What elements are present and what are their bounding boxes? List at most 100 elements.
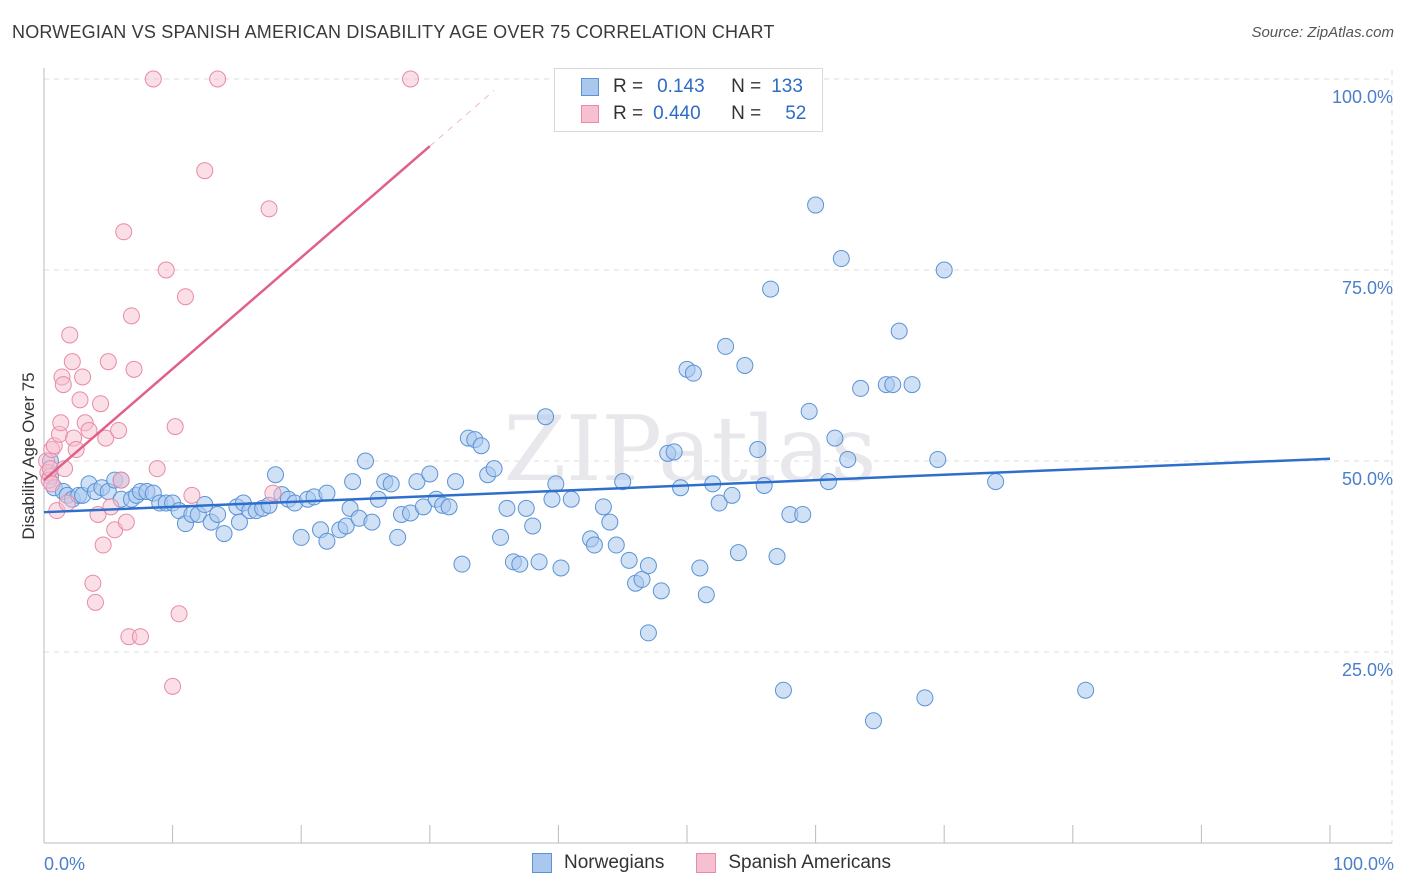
norwegian-point [774, 681, 792, 699]
norwegian-point [614, 473, 632, 491]
legend-label-norwegians: Norwegians [564, 852, 665, 873]
norwegian-point [852, 379, 870, 397]
spanish-point [183, 486, 201, 504]
spanish-point [97, 429, 115, 447]
spanish-point [94, 536, 112, 554]
norwegian-point [382, 475, 400, 493]
norwegian-point [684, 364, 702, 382]
legend-n-value: 52 [785, 103, 807, 124]
spanish-trend-extension [429, 90, 495, 147]
legend-item-norwegians[interactable]: Norwegians [532, 852, 664, 874]
norwegian-point [916, 689, 934, 707]
norwegian-point [389, 528, 407, 546]
norwegian-point [552, 559, 570, 577]
legend-r-value: 0.440 [653, 103, 701, 124]
norwegian-point [530, 553, 548, 571]
norwegian-point [209, 505, 227, 523]
legend-swatch-spanish [581, 105, 599, 123]
y-axis-label: Disability Age Over 75 [19, 372, 38, 539]
norwegian-point [472, 437, 490, 455]
spanish-point [209, 70, 227, 88]
norwegian-point [498, 499, 516, 517]
norwegian-point [935, 261, 953, 279]
norwegian-point [607, 536, 625, 554]
norwegian-point [826, 429, 844, 447]
norwegian-point [736, 357, 754, 374]
norwegian-point [485, 460, 503, 478]
spanish-point [63, 353, 81, 371]
legend-swatch-spanish [696, 853, 717, 873]
spanish-trend-line [43, 145, 431, 482]
spanish-point [115, 223, 133, 241]
chart-title: NORWEGIAN VS SPANISH AMERICAN DISABILITY… [12, 22, 775, 42]
spanish-point [196, 162, 214, 180]
norwegian-point [511, 555, 529, 573]
norwegian-point [537, 408, 555, 426]
spanish-point [92, 395, 110, 413]
norwegian-point [832, 250, 850, 268]
spanish-point [61, 326, 79, 344]
norwegian-point [337, 517, 355, 535]
norwegian-point [723, 486, 741, 504]
norwegian-point [819, 473, 837, 491]
spanish-point [54, 376, 72, 394]
norwegian-point [363, 513, 381, 531]
norwegian-point [884, 376, 902, 394]
legend-label-spanish: Spanish Americans [728, 852, 891, 873]
norwegian-point [585, 536, 603, 554]
norwegian-point [762, 280, 780, 298]
spanish-point [157, 261, 175, 279]
x-tick-label-max: 100.0% [1333, 854, 1394, 874]
norwegian-point [768, 548, 786, 565]
spanish-point [67, 441, 85, 459]
spanish-point [99, 353, 117, 371]
spanish-point [80, 421, 98, 439]
norwegian-point [672, 479, 690, 497]
norwegian-point [447, 473, 465, 491]
norwegian-point [691, 559, 709, 577]
norwegian-point [697, 586, 715, 604]
legend-swatch-norwegians [581, 78, 599, 96]
norwegian-point [601, 513, 619, 531]
stats-legend: R = 0.143 N = 133 R = 0.440 N = 52 [554, 68, 823, 132]
norwegian-point [594, 498, 612, 516]
norwegian-point [408, 473, 426, 491]
norwegian-point [620, 551, 638, 569]
spanish-point [144, 70, 162, 88]
norwegian-point [710, 494, 728, 512]
legend-r-value: 0.143 [657, 76, 705, 97]
norwegian-point [749, 441, 767, 459]
legend-n-label: N = [731, 76, 762, 97]
norwegian-point [492, 528, 510, 546]
spanish-point [131, 628, 149, 646]
spanish-point [148, 460, 166, 478]
legend-swatch-norwegians [532, 853, 552, 873]
spanish-point [52, 414, 70, 432]
norwegian-point [440, 498, 458, 516]
spanish-point [71, 391, 89, 409]
norwegian-point [543, 490, 561, 508]
spanish-point [402, 70, 420, 88]
norwegian-point [421, 465, 439, 483]
spanish-point [74, 368, 92, 386]
norwegian-point [929, 450, 947, 468]
norwegian-point [652, 582, 670, 600]
spanish-point [125, 360, 143, 378]
norwegian-point [717, 337, 735, 355]
norwegian-point [318, 532, 336, 550]
y-tick-label: 75.0% [1342, 278, 1393, 298]
legend-n-value: 133 [771, 76, 803, 97]
norwegian-point [665, 443, 683, 461]
norwegian-point [414, 498, 432, 516]
spanish-point [260, 200, 278, 218]
spanish-point [110, 421, 128, 439]
spanish-point [122, 307, 140, 325]
legend-item-spanish[interactable]: Spanish Americans [696, 852, 891, 874]
spanish-point [102, 498, 120, 516]
norwegian-point [1077, 681, 1095, 699]
norwegian-point [807, 196, 825, 214]
norwegian-point [903, 376, 921, 394]
norwegian-point [215, 525, 233, 543]
norwegian-point [890, 322, 908, 340]
